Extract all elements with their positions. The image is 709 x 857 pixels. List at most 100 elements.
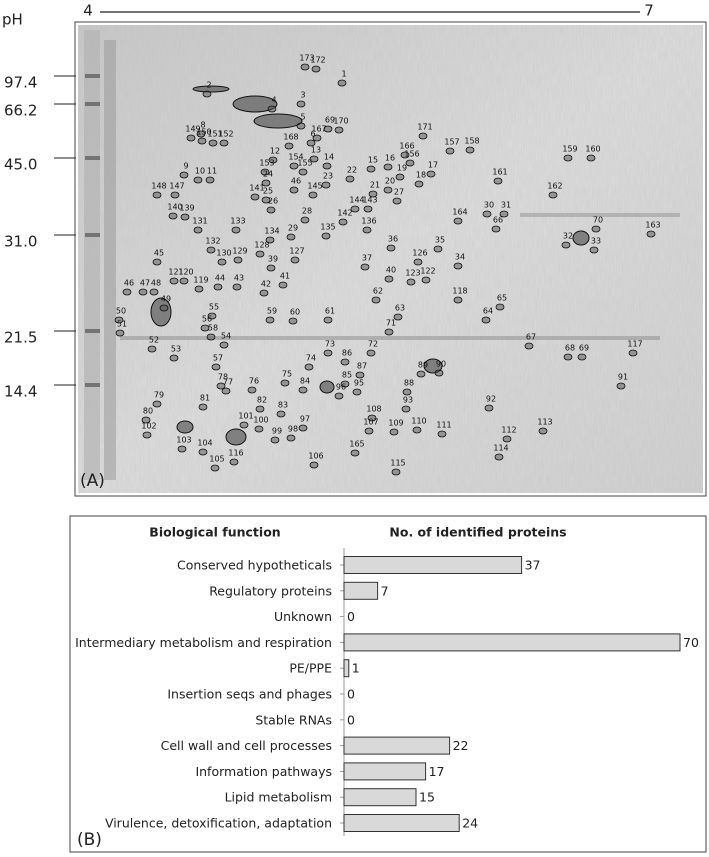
gel-spot [340, 358, 350, 366]
gel-spot [192, 85, 230, 93]
spot-label: 27 [394, 188, 404, 197]
spot-label: 140 [167, 203, 182, 212]
gel-spot [265, 316, 275, 324]
spot-label: 148 [151, 182, 166, 191]
gel-spot [437, 430, 447, 438]
gel-spot [196, 130, 206, 138]
spot-label: 114 [493, 444, 508, 453]
spot-label: 108 [366, 405, 381, 414]
spot-label: 42 [261, 280, 271, 289]
gel-spot [219, 139, 229, 147]
spot-label: 6 [310, 130, 315, 139]
marker-band [85, 102, 100, 106]
gel-spot [406, 278, 416, 286]
spot-label: 98 [288, 425, 298, 434]
spot-label: 43 [234, 274, 244, 283]
gel-spot [391, 468, 401, 476]
gel-spot [169, 354, 179, 362]
gel-spot [159, 304, 169, 312]
spot-label: 129 [232, 247, 247, 256]
value-label: 0 [347, 687, 355, 702]
spot-label: 76 [249, 377, 259, 386]
panel-label: (A) [80, 471, 105, 491]
gel-spot [225, 428, 247, 446]
gel-spot [367, 414, 377, 422]
gel-spot [563, 154, 573, 162]
gel-spot [345, 175, 355, 183]
spot-label: 75 [282, 370, 292, 379]
gel-spot [239, 421, 249, 429]
spot-label: 166 [399, 142, 414, 151]
gel-spot [194, 285, 204, 293]
spot-label: 73 [325, 340, 335, 349]
category-label: Conserved hypotheticals [177, 558, 332, 573]
gel-spot [288, 317, 298, 325]
spot-label: 26 [268, 197, 278, 206]
category-label: Unknown [274, 609, 332, 624]
gel-spot [481, 316, 491, 324]
spot-label: 15 [368, 156, 378, 165]
spot-label: 47 [140, 279, 150, 288]
spot-label: 120 [178, 268, 193, 277]
spot-label: 46 [124, 279, 134, 288]
gel-spot [484, 404, 494, 412]
gel-spot [255, 405, 265, 413]
gel-spot [216, 382, 226, 390]
gel-spot [186, 134, 196, 142]
spot-label: 122 [420, 267, 435, 276]
gel-spot [208, 139, 218, 147]
spot-label: 168 [283, 133, 298, 142]
spot-label: 121 [168, 268, 183, 277]
gel-spot [321, 181, 331, 189]
gel-spot [334, 126, 344, 134]
marker-band [85, 233, 100, 237]
bar [343, 659, 350, 678]
spot-label: 77 [223, 378, 233, 387]
value-label: 17 [429, 764, 445, 779]
ph-max: 7 [644, 2, 654, 20]
spot-label: 44 [215, 274, 225, 283]
gel-spot [266, 206, 276, 214]
gel-spot [180, 213, 190, 221]
mw-label: 45.0 [4, 156, 37, 174]
gel-spot [266, 264, 276, 272]
gel-spot [193, 176, 203, 184]
spot-label: 13 [311, 146, 321, 155]
spot-label: 109 [388, 419, 403, 428]
gel-spot [423, 358, 443, 374]
spot-label: 151 [207, 130, 222, 139]
spot-label: 127 [289, 247, 304, 256]
spot-label: 5 [300, 113, 305, 122]
gel-spot [280, 379, 290, 387]
spot-label: 24 [263, 170, 273, 179]
spot-label: 141 [249, 184, 264, 193]
gel-spot [416, 370, 426, 378]
spot-label: 51 [117, 320, 127, 329]
spot-label: 111 [436, 421, 451, 430]
gel-spot [646, 230, 656, 238]
spot-label: 8 [200, 121, 205, 130]
gel-spot [495, 303, 505, 311]
panel-label: (B) [77, 830, 102, 850]
spot-label: 32 [563, 232, 573, 241]
mw-label: 97.4 [4, 74, 37, 92]
gel-spot [591, 225, 601, 233]
spot-label: 62 [373, 287, 383, 296]
gel-spot [453, 217, 463, 225]
gel-spot [453, 296, 463, 304]
gel-spot [141, 416, 151, 424]
gel-spot [389, 428, 399, 436]
gel-spot [254, 425, 264, 433]
gel-spot [360, 263, 370, 271]
gel-spot [323, 125, 333, 133]
spot-label: 67 [526, 333, 536, 342]
bar [343, 788, 417, 807]
spot-label: 153 [259, 159, 274, 168]
gel-spot [304, 363, 314, 371]
gel-spot [340, 380, 350, 388]
gel-spot [405, 159, 415, 167]
category-label: Lipid metabolism [225, 790, 332, 805]
gel-spot [255, 250, 265, 258]
spot-label: 100 [253, 416, 268, 425]
spot-label: 23 [323, 172, 333, 181]
